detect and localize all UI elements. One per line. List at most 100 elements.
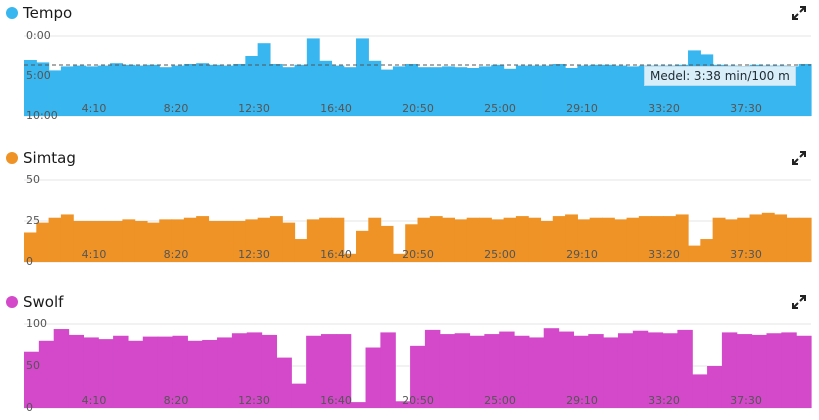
- simtag-bar: [331, 217, 345, 262]
- swolf-bar: [350, 402, 367, 408]
- tempo-bar: [429, 67, 443, 116]
- swolf-bar: [53, 329, 70, 408]
- tempo-bar: [392, 66, 406, 116]
- tempo-x-tick-label: 4:10: [82, 102, 107, 115]
- swolf-y-tick-label: 100: [26, 317, 47, 330]
- tempo-bar: [515, 65, 529, 116]
- simtag-x-tick-label: 8:20: [164, 248, 189, 261]
- simtag-bar: [122, 219, 136, 262]
- simtag-bar: [208, 221, 222, 262]
- swolf-bar: [380, 332, 396, 408]
- tempo-bar: [331, 65, 345, 116]
- swolf-bar: [127, 340, 144, 408]
- tempo-bar: [626, 66, 640, 116]
- swolf-bar: [454, 333, 471, 408]
- swolf-bar: [142, 336, 159, 408]
- simtag-expand-icon[interactable]: [791, 150, 807, 166]
- simtag-bar: [146, 222, 160, 262]
- simtag-bar: [294, 239, 308, 262]
- swolf-bar: [692, 374, 708, 408]
- swolf-bar: [439, 334, 456, 408]
- swolf-legend-dot: [6, 296, 18, 308]
- tempo-bar: [442, 66, 455, 116]
- swolf-bar: [365, 347, 381, 408]
- swolf-bar: [603, 337, 619, 408]
- simtag-bar: [552, 216, 566, 262]
- swolf-bar: [677, 329, 693, 408]
- tempo-bar: [491, 64, 505, 116]
- simtag-bar: [798, 217, 812, 262]
- tempo-bar: [48, 70, 62, 116]
- simtag-y-tick-label: 50: [26, 173, 40, 186]
- simtag-y-tick-label: 0: [26, 255, 33, 268]
- swolf-bar: [202, 339, 218, 408]
- simtag-bar: [392, 253, 406, 262]
- swolf-bar: [410, 345, 426, 408]
- tempo-title-row: Tempo: [6, 3, 72, 23]
- swolf-bar: [796, 335, 812, 408]
- tempo-bar: [146, 64, 160, 116]
- swolf-bar: [187, 340, 203, 408]
- tempo-y-tick-label: 5:00: [26, 69, 51, 82]
- swolf-bar: [781, 332, 797, 408]
- tempo-x-tick-label: 8:20: [164, 102, 189, 115]
- tempo-bar: [110, 63, 123, 116]
- simtag-bar: [786, 217, 800, 262]
- simtag-bar: [749, 214, 763, 262]
- swolf-bar: [721, 332, 738, 408]
- simtag-bar: [478, 217, 492, 262]
- swolf-bar: [543, 328, 560, 408]
- swolf-bar: [231, 333, 248, 408]
- simtag-bar: [626, 217, 640, 262]
- tempo-y-tick-label: 0:00: [26, 29, 51, 42]
- swolf-bar: [499, 331, 515, 408]
- swolf-bar: [157, 336, 174, 408]
- swolf-y-tick-label: 50: [26, 359, 40, 372]
- simtag-title-row: Simtag: [6, 148, 76, 168]
- simtag-bar: [159, 219, 173, 262]
- swolf-bar: [306, 335, 322, 408]
- swolf-bar: [424, 329, 441, 408]
- simtag-bar: [466, 217, 480, 262]
- swolf-x-tick-label: 37:30: [730, 394, 762, 407]
- tempo-bar: [245, 56, 259, 116]
- swolf-bar: [617, 333, 634, 408]
- tempo-bar: [73, 65, 87, 116]
- simtag-bar: [614, 219, 628, 262]
- swolf-bar: [395, 401, 411, 408]
- simtag-bar: [774, 214, 788, 262]
- simtag-bar: [319, 217, 333, 262]
- swolf-x-tick-label: 4:10: [82, 394, 107, 407]
- simtag-bar: [565, 214, 578, 262]
- tempo-x-tick-label: 25:00: [484, 102, 516, 115]
- simtag-bar: [540, 221, 554, 262]
- swolf-bar: [766, 333, 782, 408]
- simtag-bar: [380, 225, 394, 262]
- simtag-bar: [36, 222, 50, 262]
- tempo-x-tick-label: 37:30: [730, 102, 762, 115]
- simtag-bar: [638, 216, 652, 262]
- swolf-title: Swolf: [23, 293, 64, 311]
- simtag-bar: [110, 221, 123, 262]
- simtag-bar: [233, 221, 246, 262]
- simtag-bar: [700, 239, 714, 262]
- simtag-bar: [454, 219, 468, 262]
- swolf-bar: [276, 357, 292, 408]
- tempo-panel: Tempo: [0, 3, 819, 123]
- simtag-title: Simtag: [23, 149, 76, 167]
- tempo-expand-icon[interactable]: [791, 5, 807, 21]
- simtag-x-tick-label: 16:40: [320, 248, 352, 261]
- tempo-x-tick-label: 29:10: [566, 102, 598, 115]
- swolf-panel: Swolf: [0, 292, 819, 412]
- tempo-bar: [356, 38, 369, 116]
- tempo-bar: [368, 60, 382, 116]
- swolf-expand-icon[interactable]: [791, 294, 807, 310]
- simtag-bar: [60, 214, 74, 262]
- swolf-bar: [469, 335, 485, 408]
- simtag-bar: [269, 216, 283, 262]
- tempo-bar: [478, 66, 492, 116]
- tempo-bar: [122, 64, 136, 116]
- simtag-bar: [417, 217, 431, 262]
- swolf-bar: [751, 334, 768, 408]
